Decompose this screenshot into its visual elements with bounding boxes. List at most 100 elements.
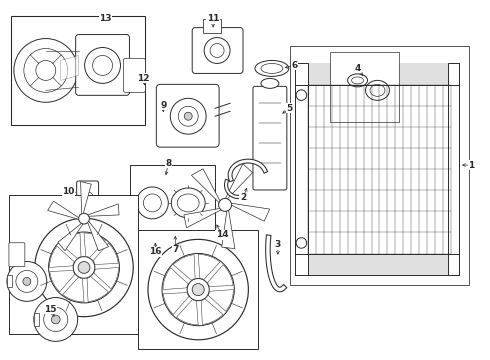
- Ellipse shape: [366, 80, 390, 100]
- Bar: [11, 15, 146, 125]
- Polygon shape: [63, 277, 84, 302]
- Ellipse shape: [352, 77, 364, 84]
- Circle shape: [162, 253, 234, 326]
- Ellipse shape: [370, 84, 385, 96]
- Polygon shape: [208, 289, 233, 311]
- FancyBboxPatch shape: [75, 35, 129, 95]
- Bar: [9, 195, 138, 334]
- Text: 3: 3: [275, 240, 281, 249]
- Circle shape: [36, 60, 56, 80]
- Text: 9: 9: [160, 101, 167, 110]
- Polygon shape: [80, 181, 91, 214]
- Circle shape: [210, 44, 224, 58]
- Polygon shape: [222, 210, 235, 249]
- Polygon shape: [88, 221, 109, 251]
- Text: 4: 4: [354, 64, 361, 73]
- Ellipse shape: [261, 78, 279, 88]
- Circle shape: [184, 112, 192, 120]
- Text: 6: 6: [292, 61, 298, 70]
- Text: 11: 11: [207, 14, 220, 23]
- Polygon shape: [50, 270, 75, 292]
- Polygon shape: [198, 255, 220, 280]
- Polygon shape: [94, 267, 119, 289]
- Polygon shape: [58, 224, 83, 251]
- Circle shape: [23, 278, 31, 285]
- FancyBboxPatch shape: [192, 28, 243, 73]
- Circle shape: [16, 270, 38, 292]
- FancyBboxPatch shape: [123, 58, 146, 92]
- Polygon shape: [231, 203, 270, 221]
- Text: 10: 10: [63, 188, 75, 197]
- Circle shape: [14, 39, 77, 102]
- Text: 16: 16: [149, 247, 162, 256]
- Circle shape: [171, 98, 206, 134]
- Bar: [330, 53, 399, 122]
- Polygon shape: [163, 293, 189, 314]
- Text: 15: 15: [45, 305, 57, 314]
- Polygon shape: [49, 246, 74, 267]
- Bar: [290, 45, 469, 285]
- Circle shape: [73, 257, 95, 278]
- Text: 12: 12: [137, 74, 149, 83]
- Bar: [203, 19, 221, 32]
- Ellipse shape: [347, 74, 368, 87]
- Circle shape: [24, 49, 68, 92]
- Polygon shape: [184, 208, 221, 228]
- Circle shape: [44, 307, 68, 332]
- Circle shape: [178, 106, 198, 126]
- Circle shape: [296, 90, 307, 100]
- Circle shape: [35, 218, 133, 317]
- Polygon shape: [87, 276, 108, 302]
- FancyBboxPatch shape: [253, 86, 287, 190]
- Bar: [138, 230, 258, 349]
- Circle shape: [219, 198, 232, 211]
- Circle shape: [144, 194, 161, 212]
- Circle shape: [85, 48, 121, 84]
- Circle shape: [49, 232, 120, 303]
- FancyBboxPatch shape: [76, 181, 98, 215]
- FancyBboxPatch shape: [156, 84, 219, 147]
- Bar: [295, 253, 459, 275]
- Circle shape: [7, 261, 47, 301]
- Ellipse shape: [177, 194, 199, 212]
- Circle shape: [192, 284, 204, 296]
- Bar: [295, 63, 459, 85]
- Circle shape: [296, 238, 307, 248]
- Polygon shape: [173, 255, 195, 280]
- Circle shape: [93, 55, 113, 75]
- Ellipse shape: [261, 63, 283, 73]
- Polygon shape: [48, 201, 79, 219]
- Circle shape: [187, 279, 209, 301]
- Text: 13: 13: [99, 14, 112, 23]
- Polygon shape: [225, 164, 252, 199]
- Polygon shape: [201, 299, 223, 324]
- Bar: [34, 313, 39, 326]
- Ellipse shape: [172, 188, 205, 218]
- Bar: [7, 275, 12, 287]
- Text: 14: 14: [216, 230, 228, 239]
- Polygon shape: [88, 204, 119, 216]
- Circle shape: [78, 262, 90, 273]
- Polygon shape: [61, 55, 78, 80]
- Text: 1: 1: [468, 161, 474, 170]
- Text: 5: 5: [287, 104, 293, 113]
- Bar: [295, 63, 459, 275]
- Polygon shape: [84, 233, 105, 258]
- Text: 7: 7: [172, 245, 178, 254]
- Bar: [295, 63, 308, 275]
- Bar: [448, 63, 459, 275]
- Polygon shape: [60, 233, 81, 258]
- Circle shape: [34, 298, 77, 341]
- Circle shape: [204, 37, 230, 63]
- Polygon shape: [163, 268, 188, 289]
- Circle shape: [136, 187, 168, 219]
- Bar: [130, 165, 215, 235]
- Circle shape: [51, 315, 60, 324]
- Ellipse shape: [255, 60, 289, 76]
- Circle shape: [148, 239, 248, 340]
- Polygon shape: [176, 300, 198, 325]
- Polygon shape: [192, 169, 220, 203]
- FancyBboxPatch shape: [9, 243, 25, 267]
- Text: 2: 2: [240, 193, 246, 202]
- Polygon shape: [93, 243, 118, 265]
